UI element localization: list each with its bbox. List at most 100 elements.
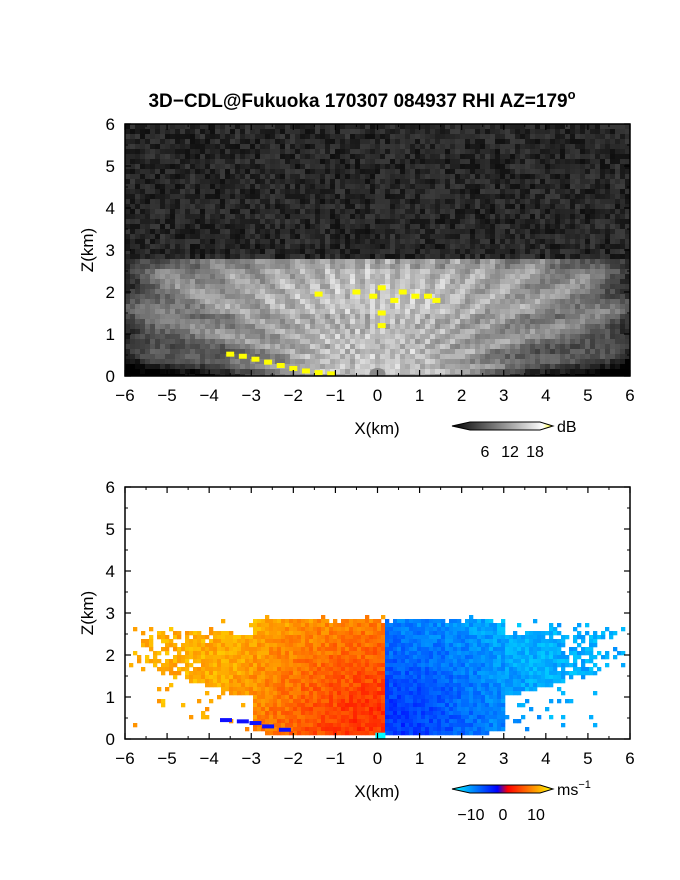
intensity-cell — [245, 199, 251, 205]
intensity-cell — [435, 309, 441, 315]
intensity-cell — [170, 269, 176, 275]
intensity-cell — [445, 279, 451, 285]
intensity-cell — [290, 234, 296, 240]
intensity-cell — [295, 329, 301, 335]
intensity-cell — [325, 354, 331, 360]
intensity-cell — [245, 169, 251, 175]
intensity-cell — [350, 309, 356, 315]
intensity-cell — [580, 124, 586, 130]
intensity-cell — [190, 124, 196, 130]
intensity-cell — [295, 334, 301, 340]
intensity-cell — [535, 324, 541, 330]
intensity-cell — [600, 224, 606, 230]
intensity-cell — [520, 344, 526, 350]
intensity-cell — [305, 189, 311, 195]
intensity-cell — [360, 294, 366, 300]
intensity-cell — [385, 309, 391, 315]
intensity-cell — [365, 304, 371, 310]
intensity-cell — [390, 319, 396, 325]
intensity-cell — [335, 369, 341, 375]
intensity-cell — [455, 289, 461, 295]
intensity-cell — [580, 364, 586, 370]
intensity-cell — [175, 294, 181, 300]
intensity-cell — [195, 259, 201, 265]
intensity-cell — [455, 299, 461, 305]
intensity-cell — [490, 249, 496, 255]
intensity-cell — [355, 209, 361, 215]
intensity-cell — [485, 194, 491, 200]
intensity-cell — [525, 284, 531, 290]
intensity-cell — [585, 239, 591, 245]
intensity-cell — [170, 239, 176, 245]
intensity-cell — [480, 189, 486, 195]
intensity-cell — [475, 339, 481, 345]
intensity-cell — [590, 344, 596, 350]
intensity-cell — [555, 319, 561, 325]
intensity-cell — [365, 249, 371, 255]
intensity-cell — [625, 359, 630, 365]
intensity-cell — [495, 179, 501, 185]
intensity-cell — [340, 239, 346, 245]
intensity-cell — [360, 184, 366, 190]
intensity-cell — [275, 319, 281, 325]
intensity-cell — [145, 194, 151, 200]
intensity-cell — [315, 249, 321, 255]
intensity-cell — [395, 364, 401, 370]
intensity-cell — [400, 229, 406, 235]
intensity-cell — [125, 144, 131, 150]
intensity-cell — [490, 209, 496, 215]
intensity-cell — [360, 179, 366, 185]
intensity-cell — [510, 209, 516, 215]
intensity-cell — [545, 339, 551, 345]
intensity-cell — [560, 349, 566, 355]
intensity-cell — [340, 314, 346, 320]
intensity-cell — [280, 169, 286, 175]
intensity-cell — [345, 304, 351, 310]
intensity-cell — [520, 134, 526, 140]
intensity-cell — [130, 204, 136, 210]
intensity-cell — [220, 334, 226, 340]
intensity-cell — [565, 234, 571, 240]
intensity-cell — [170, 249, 176, 255]
intensity-cell — [395, 164, 401, 170]
intensity-cell — [445, 229, 451, 235]
intensity-cell — [435, 239, 441, 245]
intensity-cell — [270, 329, 276, 335]
intensity-cell — [230, 164, 236, 170]
intensity-cell — [315, 129, 321, 135]
intensity-cell — [605, 169, 611, 175]
intensity-cell — [400, 299, 406, 305]
intensity-cell — [370, 179, 376, 185]
intensity-cell — [450, 234, 456, 240]
intensity-plot-area — [125, 124, 630, 376]
intensity-cell — [555, 259, 561, 265]
intensity-cell — [460, 254, 466, 260]
intensity-cell — [605, 334, 611, 340]
intensity-cell — [275, 124, 281, 130]
intensity-cell — [225, 169, 231, 175]
intensity-cell — [380, 344, 386, 350]
intensity-cell — [365, 354, 371, 360]
intensity-cell — [505, 124, 511, 130]
intensity-cell — [535, 139, 541, 145]
intensity-cell — [365, 174, 371, 180]
intensity-cell — [165, 189, 171, 195]
intensity-cell — [500, 199, 506, 205]
intensity-cell — [155, 174, 161, 180]
intensity-cell — [580, 204, 586, 210]
intensity-cell — [445, 249, 451, 255]
intensity-cell — [200, 144, 206, 150]
intensity-cell — [615, 219, 621, 225]
intensity-cell — [405, 339, 411, 345]
intensity-cell — [420, 324, 426, 330]
intensity-cell — [210, 139, 216, 145]
intensity-cell — [510, 309, 516, 315]
intensity-cell — [385, 149, 391, 155]
intensity-cell — [400, 169, 406, 175]
intensity-cell — [430, 334, 436, 340]
intensity-cell — [280, 204, 286, 210]
intensity-cell — [435, 269, 441, 275]
intensity-cell — [465, 254, 471, 260]
intensity-cell — [250, 204, 256, 210]
intensity-cell — [445, 299, 451, 305]
